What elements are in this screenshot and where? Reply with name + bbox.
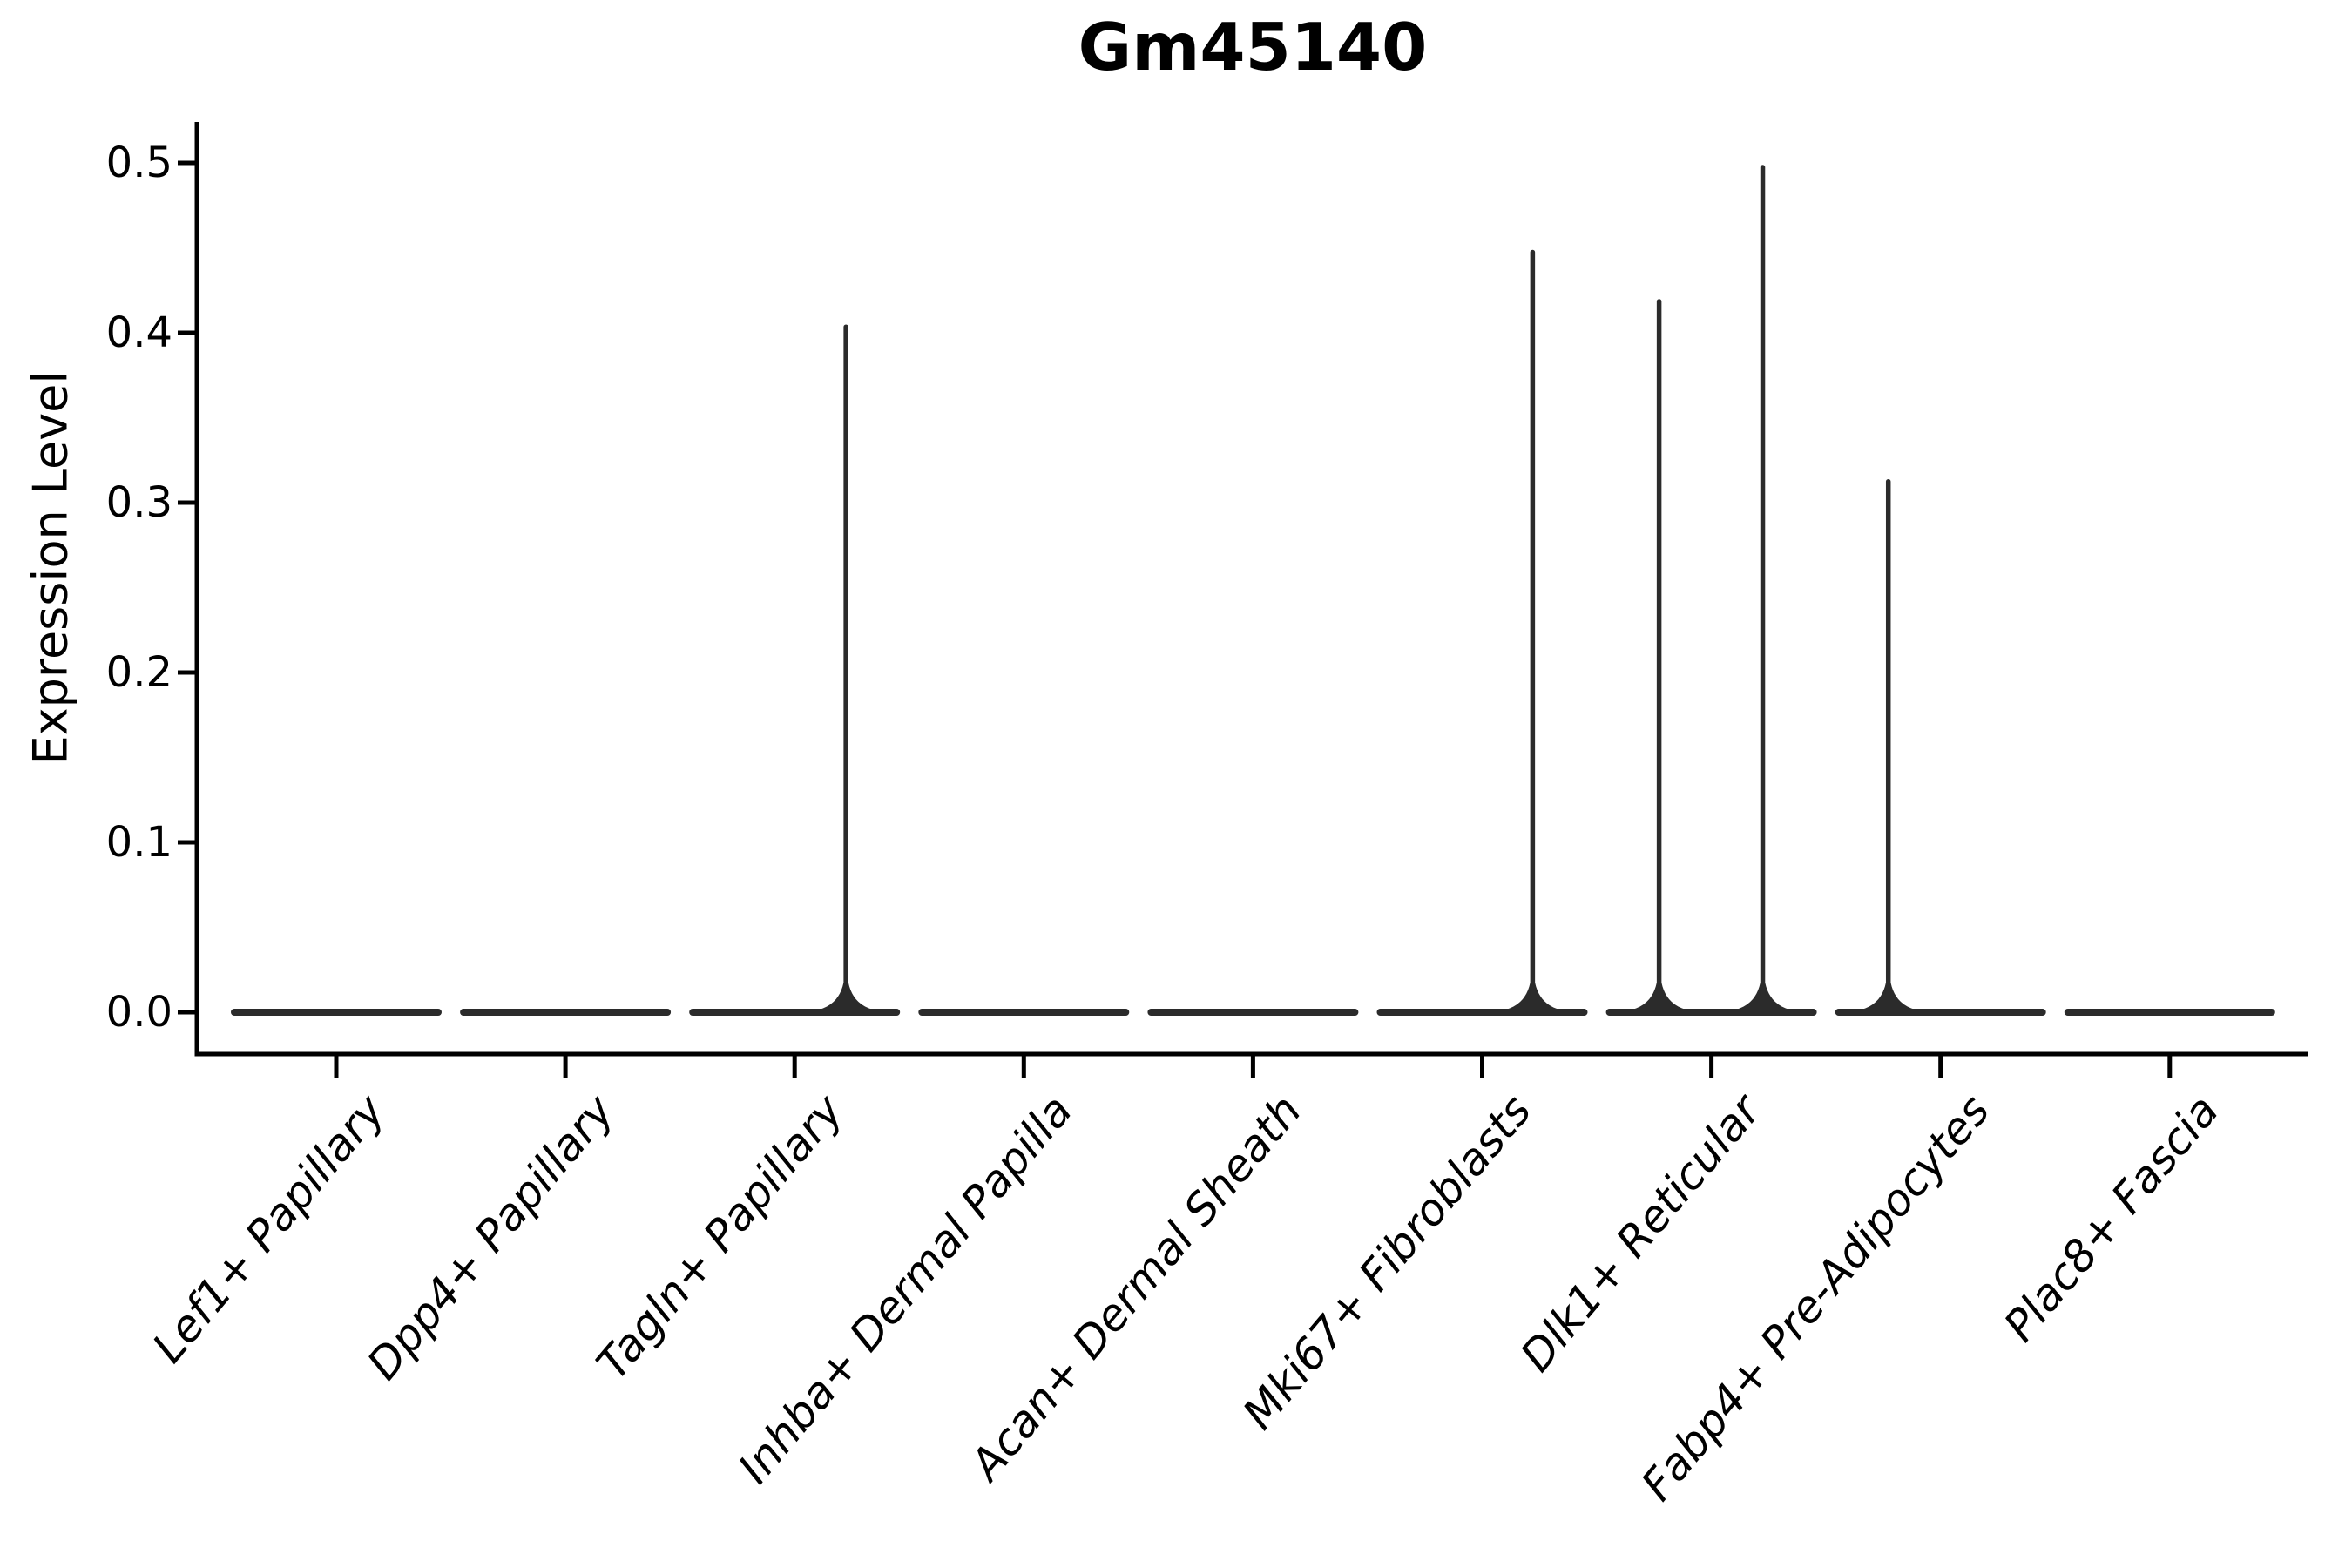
y-tick-label: 0.5 (105, 139, 172, 187)
y-tick-label: 0.0 (105, 988, 172, 1037)
y-tick-label: 0.2 (105, 648, 172, 697)
chart-title: Gm45140 (1078, 9, 1428, 85)
y-tick-label: 0.3 (105, 478, 172, 527)
y-tick-label: 0.1 (105, 818, 172, 867)
y-tick-label: 0.4 (105, 308, 172, 357)
